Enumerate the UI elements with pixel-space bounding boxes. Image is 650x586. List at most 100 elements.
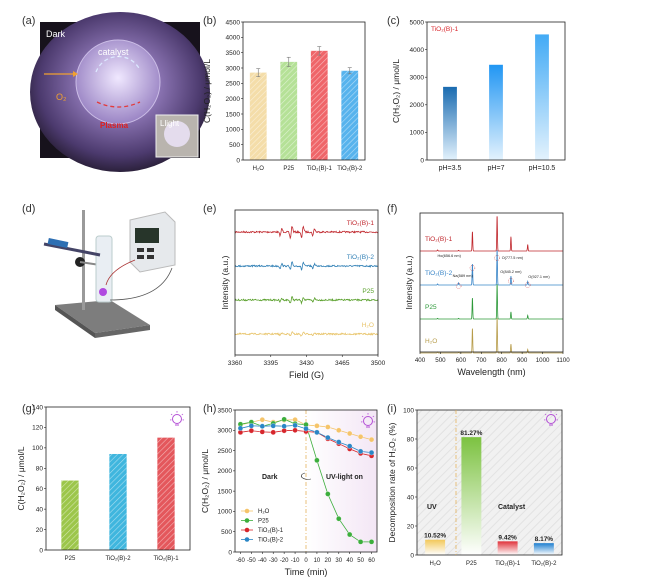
bar-hatch <box>310 50 328 160</box>
series-label: TiO₂(B)-2 <box>425 270 453 277</box>
photo-label-light: Llight <box>160 119 180 128</box>
x-tick-label: TiO₂(B)-2 <box>337 166 363 172</box>
series-label: TiO₂(B)-1 <box>347 220 375 227</box>
data-point <box>259 417 265 423</box>
y-tick-label: 500 <box>221 529 232 536</box>
bar-hatch <box>341 70 359 160</box>
data-point <box>347 443 353 449</box>
x-tick-label: 700 <box>476 357 487 364</box>
y-axis-label: C(H₂O₂) / μmol/L <box>391 59 401 123</box>
y-tick-label: 4000 <box>226 35 241 42</box>
series-label: TiO₂(B)-2 <box>347 254 375 261</box>
series-label: P25 <box>425 304 437 311</box>
data-point <box>281 416 287 422</box>
data-point <box>314 429 320 435</box>
y-tick-label: 4500 <box>226 19 241 26</box>
peak-marker <box>455 283 462 289</box>
bar <box>533 543 554 555</box>
x-tick-label: TiO₂(B)-2 <box>531 561 557 567</box>
peak-marker <box>508 278 514 284</box>
rotate-arrow-icon <box>301 472 312 480</box>
bar-hatch <box>249 72 267 160</box>
x-tick-label: 60 <box>368 558 375 564</box>
data-point <box>314 457 320 463</box>
epr-series-line <box>234 261 379 271</box>
panel-label: (g) <box>22 403 35 415</box>
legend-label: TiO₂(B)-1 <box>258 528 284 534</box>
x-tick-label: 0 <box>304 558 308 564</box>
y-tick-label: 0 <box>39 547 43 554</box>
y-tick-label: 40 <box>407 494 415 501</box>
y-tick-label: 100 <box>32 445 43 452</box>
data-point <box>292 427 298 433</box>
oes-series-line <box>420 284 563 320</box>
peak-marker <box>469 265 476 271</box>
peak-marker <box>494 255 500 261</box>
annotation-sample: TiO₂(B)-1 <box>431 26 459 33</box>
data-point <box>292 422 298 429</box>
y-tick-label: 3500 <box>226 50 241 57</box>
data-label: 81.27% <box>460 430 482 437</box>
bar-hatch <box>157 437 175 550</box>
data-point <box>336 439 342 445</box>
panel-label: (i) <box>387 403 397 415</box>
x-tick-label: 600 <box>456 357 467 364</box>
oes-series-line <box>420 318 563 354</box>
y-tick-label: 1000 <box>226 127 241 134</box>
x-tick-label: -50 <box>247 558 256 564</box>
data-point <box>248 423 255 429</box>
data-point <box>368 539 375 545</box>
legend-marker <box>244 518 250 523</box>
x-tick-label: TiO₂(B)-1 <box>307 166 333 172</box>
x-tick-label: P25 <box>283 166 294 172</box>
series-label: P25 <box>362 288 374 295</box>
data-point <box>347 531 353 538</box>
x-tick-label: 30 <box>335 558 342 564</box>
x-tick-label: -40 <box>258 558 267 564</box>
bulb-ray <box>181 413 184 416</box>
data-point <box>248 428 255 434</box>
x-tick-label: P25 <box>65 556 76 562</box>
data-label: 9.42% <box>498 534 517 541</box>
legend-marker <box>244 537 250 542</box>
oes-series-line <box>420 216 563 252</box>
x-tick-label: 800 <box>497 357 508 364</box>
photo-label-dark: Dark <box>46 29 66 39</box>
data-point <box>336 516 342 522</box>
x-tick-label: 400 <box>415 357 426 364</box>
bulb <box>172 414 182 424</box>
data-point <box>237 425 244 431</box>
plot-frame <box>234 209 379 356</box>
x-tick-label: P25 <box>466 561 477 567</box>
y-tick-label: 40 <box>36 506 44 513</box>
x-tick-label: 500 <box>435 357 446 364</box>
y-tick-label: 20 <box>36 527 44 534</box>
x-axis-label: Time (min) <box>285 567 328 577</box>
panel-label: (d) <box>22 203 35 215</box>
y-tick-label: 80 <box>407 436 415 443</box>
data-point <box>325 424 331 430</box>
x-tick-label: 10 <box>314 558 321 564</box>
x-tick-label: TiO₂(B)-1 <box>153 556 179 562</box>
y-tick-label: 0 <box>236 157 240 164</box>
data-label: 8.17% <box>535 536 554 543</box>
x-tick-label: -60 <box>236 558 245 564</box>
data-point <box>270 423 276 429</box>
peak-marker <box>524 282 531 288</box>
oes-series-line <box>420 250 563 286</box>
series-label: TiO₂(B)-1 <box>425 236 453 243</box>
light-bulb-icon <box>543 411 559 426</box>
data-point <box>325 491 331 497</box>
series-label: H₂O <box>362 322 374 329</box>
x-tick-label: 1000 <box>536 357 550 364</box>
epr-series-line <box>234 225 379 240</box>
y-tick-label: 100 <box>403 407 414 414</box>
y-tick-label: 1500 <box>218 488 233 495</box>
x-axis-label: Field (G) <box>289 370 324 380</box>
region-label-uv: UV <box>427 504 437 511</box>
x-tick-label: 1100 <box>556 357 570 364</box>
data-point <box>368 436 375 443</box>
illustration-experimental-setup <box>43 210 176 338</box>
data-point <box>314 423 320 429</box>
bar-hatch <box>109 453 127 550</box>
